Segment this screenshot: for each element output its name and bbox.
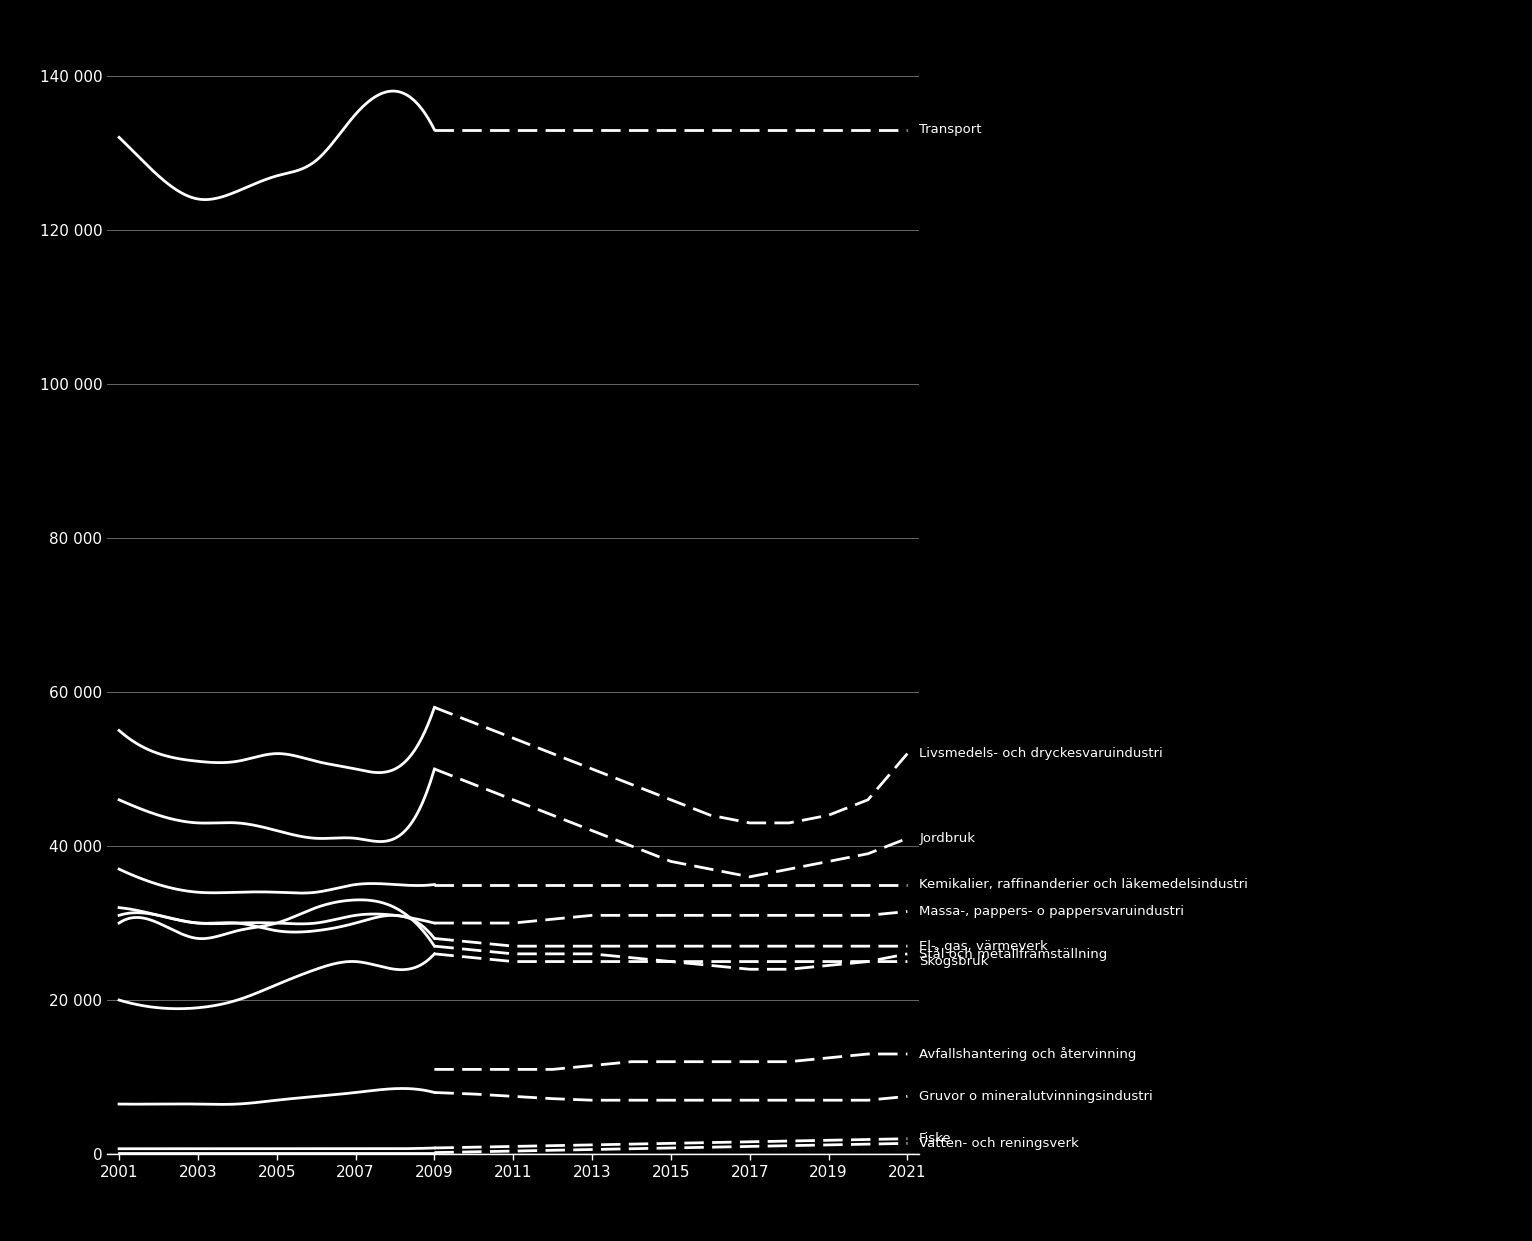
Text: Transport: Transport	[919, 123, 982, 137]
Text: Vatten- och reningsverk: Vatten- och reningsverk	[919, 1137, 1079, 1150]
Text: Skogsbruk: Skogsbruk	[919, 956, 988, 968]
Text: Livsmedels- och dryckesvaruindustri: Livsmedels- och dryckesvaruindustri	[919, 747, 1163, 759]
Text: Avfallshantering och återvinning: Avfallshantering och återvinning	[919, 1047, 1137, 1061]
Text: Kemikalier, raffinanderier och läkemedelsindustri: Kemikalier, raffinanderier och läkemedel…	[919, 879, 1249, 891]
Text: Gruvor o mineralutvinningsindustri: Gruvor o mineralutvinningsindustri	[919, 1090, 1154, 1103]
Text: Massa-, pappers- o pappersvaruindustri: Massa-, pappers- o pappersvaruindustri	[919, 905, 1184, 918]
Text: Jordbruk: Jordbruk	[919, 831, 976, 845]
Text: Stål och metallframställning: Stål och metallframställning	[919, 947, 1108, 961]
Text: El-, gas, värmeverk: El-, gas, värmeverk	[919, 939, 1048, 953]
Text: Fiske: Fiske	[919, 1132, 951, 1145]
